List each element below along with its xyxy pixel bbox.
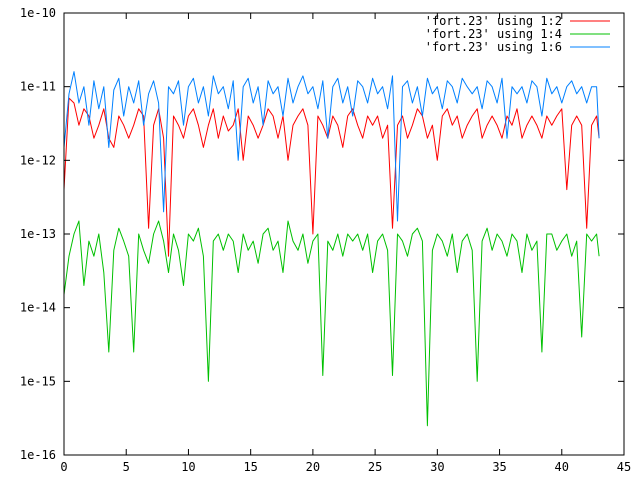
legend-label-2: 'fort.23' using 1:4 — [425, 27, 562, 41]
x-tick-label: 0 — [60, 460, 67, 474]
y-tick-label: 1e-10 — [20, 6, 56, 20]
legend-label-3: 'fort.23' using 1:6 — [425, 40, 562, 54]
x-tick-label: 5 — [123, 460, 130, 474]
y-tick-label: 1e-13 — [20, 227, 56, 241]
x-tick-label: 25 — [368, 460, 382, 474]
x-tick-label: 35 — [492, 460, 506, 474]
y-tick-label: 1e-11 — [20, 80, 56, 94]
series-layer — [63, 71, 600, 427]
axis-ticks: 0 5 10 15 20 25 30 35 40 45 1e-16 1e-15 1e-14 1e-13 1e… — [20, 6, 631, 474]
y-tick-label: 1e-16 — [20, 448, 56, 462]
x-tick-label: 45 — [617, 460, 631, 474]
y-tick-label: 1e-14 — [20, 301, 56, 315]
y-tick-label: 1e-12 — [20, 153, 56, 167]
x-tick-label: 20 — [306, 460, 320, 474]
plot-frame — [63, 12, 625, 456]
x-tick-label: 15 — [243, 460, 257, 474]
series-line-2 — [63, 220, 600, 427]
x-tick-label: 30 — [430, 460, 444, 474]
series-line-1 — [63, 97, 600, 257]
x-tick-label: 40 — [555, 460, 569, 474]
series-line-3 — [63, 71, 600, 222]
legend-label-1: 'fort.23' using 1:2 — [425, 14, 562, 28]
y-tick-label: 1e-15 — [20, 374, 56, 388]
legend: 'fort.23' using 1:2'fort.23' using 1:4'f… — [425, 14, 610, 54]
x-tick-label: 10 — [181, 460, 195, 474]
